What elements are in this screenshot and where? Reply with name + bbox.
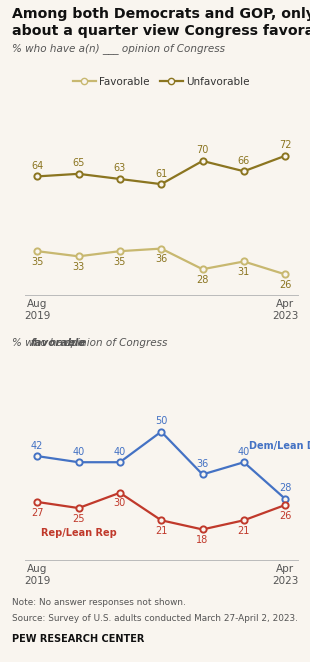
Text: 28: 28 [196,275,209,285]
Text: 50: 50 [155,416,167,426]
Text: Note: No answer responses not shown.: Note: No answer responses not shown. [12,598,186,607]
Text: 40: 40 [73,447,85,457]
Text: 40: 40 [238,447,250,457]
Text: 21: 21 [155,526,167,536]
Text: Rep/Lean Rep: Rep/Lean Rep [41,528,117,538]
Text: 66: 66 [238,156,250,166]
Text: 70: 70 [196,146,209,156]
Text: 36: 36 [155,254,167,264]
Text: 26: 26 [279,280,291,290]
Legend: Favorable, Unfavorable: Favorable, Unfavorable [69,73,254,91]
Text: 42: 42 [31,440,43,451]
Text: PEW RESEARCH CENTER: PEW RESEARCH CENTER [12,634,145,644]
Text: Source: Survey of U.S. adults conducted March 27-April 2, 2023.: Source: Survey of U.S. adults conducted … [12,614,298,623]
Text: 21: 21 [238,526,250,536]
Text: 35: 35 [114,257,126,267]
Text: 40: 40 [114,447,126,457]
Text: % who have a(n) ___ opinion of Congress: % who have a(n) ___ opinion of Congress [12,43,225,54]
Text: favorable: favorable [31,338,86,348]
Text: 18: 18 [197,535,209,545]
Text: 31: 31 [238,267,250,277]
Text: 25: 25 [72,514,85,524]
Text: 36: 36 [197,459,209,469]
Text: 28: 28 [279,483,291,493]
Text: 63: 63 [114,164,126,173]
Text: 30: 30 [114,498,126,508]
Text: 61: 61 [155,169,167,179]
Text: about a quarter view Congress favorably: about a quarter view Congress favorably [12,24,310,38]
Text: Dem/Lean Dem: Dem/Lean Dem [250,441,310,451]
Text: % who have a: % who have a [12,338,89,348]
Text: 65: 65 [72,158,85,168]
Text: 27: 27 [31,508,43,518]
Text: 26: 26 [279,510,291,520]
Text: 35: 35 [31,257,43,267]
Text: opinion of Congress: opinion of Congress [61,338,167,348]
Text: 33: 33 [73,262,85,272]
Text: 72: 72 [279,140,291,150]
Text: Among both Democrats and GOP, only: Among both Democrats and GOP, only [12,7,310,21]
Text: 64: 64 [31,161,43,171]
